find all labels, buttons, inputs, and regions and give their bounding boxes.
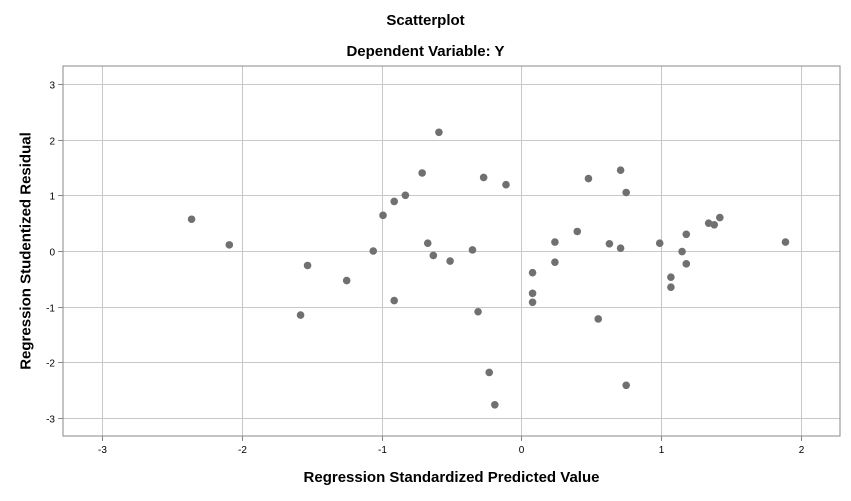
- data-point: [485, 368, 494, 377]
- y-tick-label: 1: [49, 192, 55, 203]
- data-point: [616, 244, 625, 253]
- data-point: [781, 238, 790, 246]
- x-tick-label: -3: [98, 445, 107, 456]
- data-point: [594, 315, 603, 323]
- data-point: [710, 221, 719, 229]
- chart-title: Scatterplot: [386, 12, 465, 29]
- data-point: [390, 197, 399, 206]
- x-tick-label: -1: [378, 445, 387, 456]
- data-point: [435, 128, 443, 137]
- data-point: [682, 230, 691, 239]
- data-point: [502, 180, 510, 189]
- data-point: [667, 283, 675, 292]
- y-tick-label: -2: [46, 359, 55, 370]
- data-point: [401, 191, 410, 200]
- data-point: [423, 239, 432, 247]
- y-tick-label: 3: [49, 81, 55, 92]
- data-points: [187, 128, 790, 409]
- y-tick-label: -1: [46, 304, 55, 315]
- y-axis-label: Regression Studentized Residual: [17, 132, 35, 370]
- data-point: [584, 174, 593, 183]
- data-point: [716, 213, 724, 222]
- data-point: [622, 188, 630, 197]
- data-point: [369, 247, 378, 255]
- data-point: [342, 276, 351, 285]
- data-point: [479, 173, 488, 182]
- data-point: [551, 258, 559, 266]
- data-point: [573, 227, 582, 236]
- data-point: [528, 268, 537, 277]
- data-point: [616, 166, 625, 175]
- grid-lines: [63, 66, 840, 436]
- x-axis-label: Regression Standardized Predicted Value: [303, 469, 600, 486]
- data-point: [491, 400, 499, 409]
- x-tick-label: 0: [519, 445, 525, 456]
- data-point: [474, 307, 482, 316]
- data-point: [429, 251, 438, 260]
- x-tick-label: 2: [799, 445, 805, 456]
- data-point: [303, 261, 312, 270]
- data-point: [446, 257, 454, 265]
- data-point: [528, 298, 537, 307]
- data-point: [682, 260, 691, 268]
- data-point: [528, 289, 537, 298]
- data-point: [187, 215, 196, 224]
- data-point: [418, 169, 426, 177]
- data-point: [655, 239, 664, 247]
- data-point: [379, 211, 387, 220]
- data-point: [296, 311, 305, 319]
- data-point: [468, 246, 477, 254]
- y-tick-label: 2: [49, 137, 55, 148]
- data-point: [667, 273, 675, 281]
- data-point: [225, 241, 234, 249]
- data-point: [551, 238, 559, 246]
- axis-ticks: -3 -2 -1 0 1 2 3 2 1 0 -1 -2 -3: [46, 81, 805, 457]
- data-point: [622, 381, 630, 390]
- data-point: [678, 247, 686, 256]
- y-tick-label: 0: [49, 248, 55, 259]
- chart-subtitle: Dependent Variable: Y: [346, 43, 505, 60]
- y-tick-label: -3: [46, 415, 55, 426]
- data-point: [605, 239, 614, 248]
- x-tick-label: -2: [238, 445, 247, 456]
- x-tick-label: 1: [659, 445, 665, 456]
- data-point: [390, 296, 399, 305]
